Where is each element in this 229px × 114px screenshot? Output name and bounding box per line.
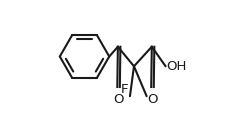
Text: OH: OH [165,59,186,72]
Text: O: O [113,92,123,105]
Text: O: O [147,92,157,105]
Text: F: F [120,82,128,95]
